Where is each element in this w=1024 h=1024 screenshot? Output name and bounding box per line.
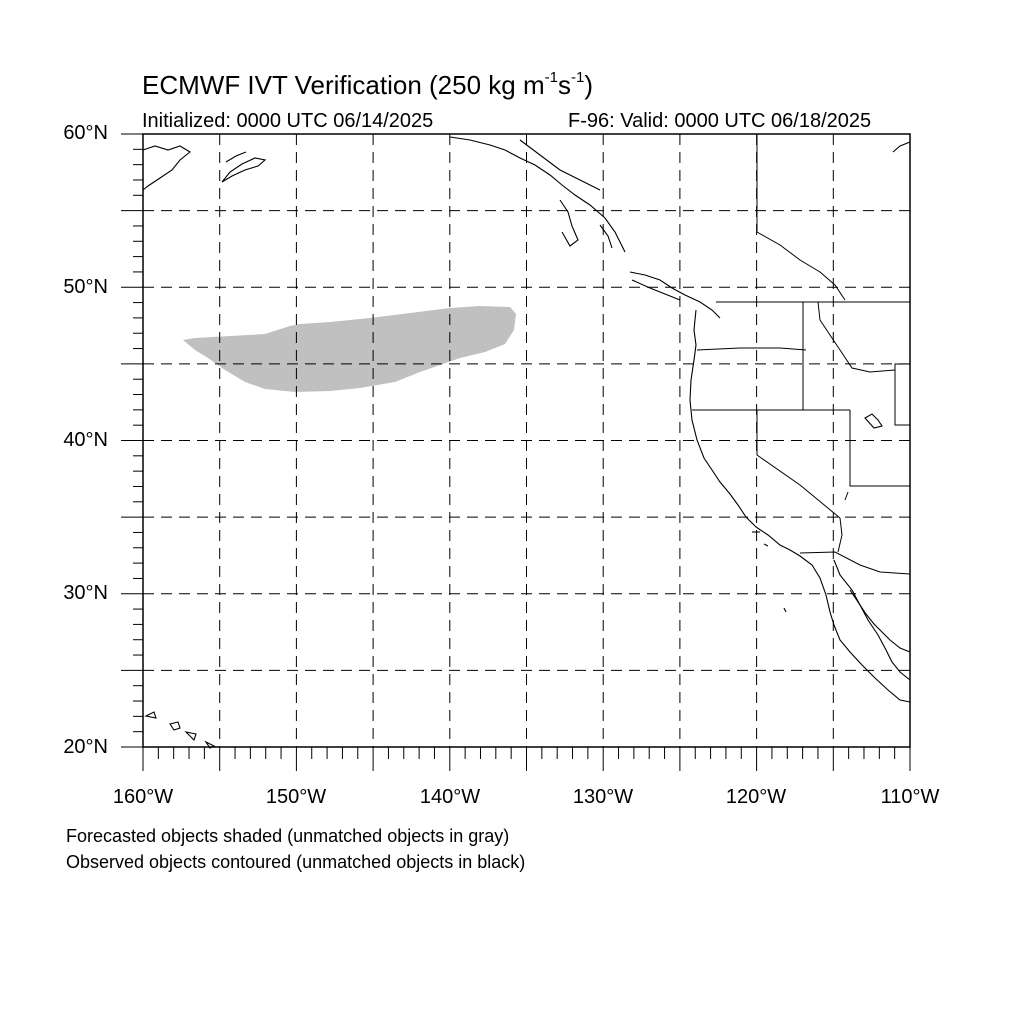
lat-label-30: 30°N (63, 582, 108, 604)
lat-label-50: 50°N (63, 276, 108, 298)
graticule (143, 134, 910, 747)
caption-observed: Observed objects contoured (unmatched ob… (66, 852, 526, 872)
lat-label-20: 20°N (63, 736, 108, 758)
lon-label-120w: 120°W (725, 786, 787, 808)
caption-forecast: Forecasted objects shaded (unmatched obj… (66, 826, 510, 846)
lon-label-160w: 160°W (112, 786, 174, 808)
forecast-object-shape (183, 306, 516, 392)
initialized-time: Initialized: 0000 UTC 06/14/2025 (142, 110, 434, 132)
axis-ticks (121, 133, 911, 771)
valid-time: F-96: Valid: 0000 UTC 06/18/2025 (568, 110, 872, 132)
lon-label-130w: 130°W (572, 786, 634, 808)
lat-label-40: 40°N (63, 429, 108, 451)
lon-label-150w: 150°W (265, 786, 327, 808)
coastlines (142, 136, 911, 749)
plot-frame (142, 133, 911, 748)
lon-label-110w: 110°W (880, 786, 940, 808)
lat-label-60: 60°N (63, 122, 108, 144)
chart-title: ECMWF IVT Verification (250 kg m-1s-1) (142, 69, 593, 100)
political-borders (692, 134, 911, 575)
lon-label-140w: 140°W (419, 786, 481, 808)
